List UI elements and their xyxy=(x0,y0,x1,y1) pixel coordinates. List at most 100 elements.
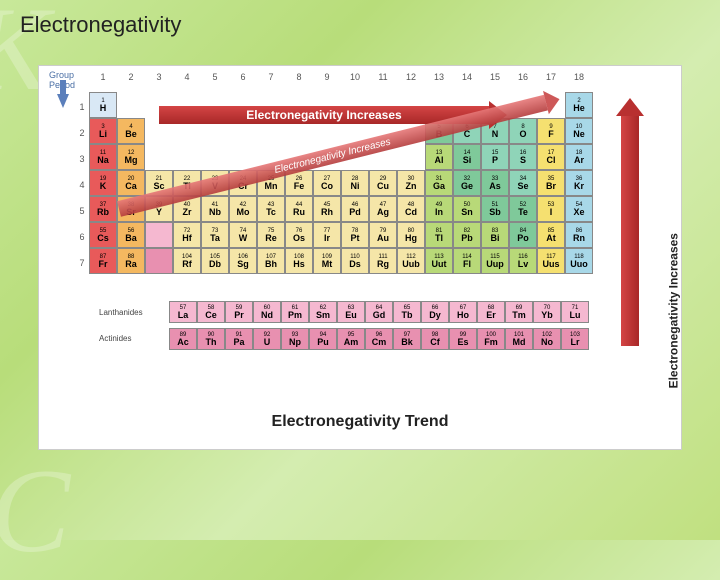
element-cell: 3Li xyxy=(89,118,117,144)
right-trend-arrow xyxy=(621,116,639,346)
slide-title: Electronegativity xyxy=(20,12,181,38)
element-cell: 10Ne xyxy=(565,118,593,144)
element-cell: 83Bi xyxy=(481,222,509,248)
element-cell: 97Bk xyxy=(393,328,421,350)
lanthanide-placeholder xyxy=(145,222,173,248)
element-cell: 70Yb xyxy=(533,301,561,323)
group-header: 9 xyxy=(313,72,341,82)
element-cell: 19K xyxy=(89,170,117,196)
element-cell: 68Er xyxy=(477,301,505,323)
element-cell: 88Ra xyxy=(117,248,145,274)
group-header: 16 xyxy=(509,72,537,82)
element-cell: 45Rh xyxy=(313,196,341,222)
element-cell: 110Ds xyxy=(341,248,369,274)
period-arrow-icon xyxy=(57,94,69,108)
element-cell: 50Sn xyxy=(453,196,481,222)
group-header: 18 xyxy=(565,72,593,82)
element-cell: 114Fl xyxy=(453,248,481,274)
element-cell: 93Np xyxy=(281,328,309,350)
element-cell: 82Pb xyxy=(453,222,481,248)
element-cell: 104Rf xyxy=(173,248,201,274)
element-cell: 20Ca xyxy=(117,170,145,196)
element-cell: 42Mo xyxy=(229,196,257,222)
element-cell: 65Tb xyxy=(393,301,421,323)
period-header: 1 xyxy=(77,94,87,120)
element-cell: 49In xyxy=(425,196,453,222)
element-cell: 59Pr xyxy=(225,301,253,323)
element-cell: 99Es xyxy=(449,328,477,350)
group-header: 10 xyxy=(341,72,369,82)
element-cell: 2He xyxy=(565,92,593,118)
element-cell: 111Rg xyxy=(369,248,397,274)
element-cell: 64Gd xyxy=(365,301,393,323)
element-cell: 92U xyxy=(253,328,281,350)
element-cell: 52Te xyxy=(509,196,537,222)
element-cell: 51Sb xyxy=(481,196,509,222)
element-cell: 63Eu xyxy=(337,301,365,323)
periodic-table-chart: Group Period 123456789101112131415161718… xyxy=(38,65,682,450)
period-header: 6 xyxy=(77,224,87,250)
element-cell: 58Ce xyxy=(197,301,225,323)
element-cell: 113Uut xyxy=(425,248,453,274)
element-cell: 9F xyxy=(537,118,565,144)
element-cell: 66Dy xyxy=(421,301,449,323)
group-header: 2 xyxy=(117,72,145,82)
group-header: 13 xyxy=(425,72,453,82)
element-cell: 57La xyxy=(169,301,197,323)
element-cell: 101Md xyxy=(505,328,533,350)
element-cell: 15P xyxy=(481,144,509,170)
lanthanide-row: 57La58Ce59Pr60Nd61Pm62Sm63Eu64Gd65Tb66Dy… xyxy=(169,301,589,323)
element-cell: 34Se xyxy=(509,170,537,196)
group-header: 14 xyxy=(453,72,481,82)
element-cell: 71Lu xyxy=(561,301,589,323)
element-cell: 80Hg xyxy=(397,222,425,248)
element-cell: 91Pa xyxy=(225,328,253,350)
element-cell: 74W xyxy=(229,222,257,248)
element-cell: 112Uub xyxy=(397,248,425,274)
element-cell: 78Pt xyxy=(341,222,369,248)
element-cell: 54Xe xyxy=(565,196,593,222)
element-cell: 47Ag xyxy=(369,196,397,222)
lanthanide-label: Lanthanides xyxy=(99,308,143,317)
element-cell: 85At xyxy=(537,222,565,248)
element-cell: 69Tm xyxy=(505,301,533,323)
element-cell: 87Fr xyxy=(89,248,117,274)
group-header: 8 xyxy=(285,72,313,82)
element-cell: 48Cd xyxy=(397,196,425,222)
group-header: 15 xyxy=(481,72,509,82)
group-header: 12 xyxy=(397,72,425,82)
element-cell: 84Po xyxy=(509,222,537,248)
element-cell: 55Cs xyxy=(89,222,117,248)
element-cell: 62Sm xyxy=(309,301,337,323)
element-cell: 61Pm xyxy=(281,301,309,323)
element-cell: 106Sg xyxy=(229,248,257,274)
element-cell: 35Br xyxy=(537,170,565,196)
element-cell: 14Si xyxy=(453,144,481,170)
element-cell: 75Re xyxy=(257,222,285,248)
element-cell: 116Lv xyxy=(509,248,537,274)
period-header: 7 xyxy=(77,250,87,276)
group-header: 17 xyxy=(537,72,565,82)
period-header: 2 xyxy=(77,120,87,146)
element-cell: 67Ho xyxy=(449,301,477,323)
element-cell: 53I xyxy=(537,196,565,222)
element-cell: 79Au xyxy=(369,222,397,248)
element-cell: 46Pd xyxy=(341,196,369,222)
period-header: 3 xyxy=(77,146,87,172)
element-cell: 36Kr xyxy=(565,170,593,196)
element-cell: 28Ni xyxy=(341,170,369,196)
element-cell: 37Rb xyxy=(89,196,117,222)
group-headers: 123456789101112131415161718 xyxy=(89,72,593,82)
group-header: 11 xyxy=(369,72,397,82)
element-cell: 27Co xyxy=(313,170,341,196)
actinide-row: 89Ac90Th91Pa92U93Np94Pu95Am96Cm97Bk98Cf9… xyxy=(169,328,589,350)
chart-title: Electronegativity Trend xyxy=(39,413,681,431)
element-cell: 102No xyxy=(533,328,561,350)
element-cell: 76Os xyxy=(285,222,313,248)
element-cell: 90Th xyxy=(197,328,225,350)
element-cell: 29Cu xyxy=(369,170,397,196)
element-cell: 117Uus xyxy=(537,248,565,274)
element-cell: 4Be xyxy=(117,118,145,144)
element-cell: 81Tl xyxy=(425,222,453,248)
element-cell: 109Mt xyxy=(313,248,341,274)
